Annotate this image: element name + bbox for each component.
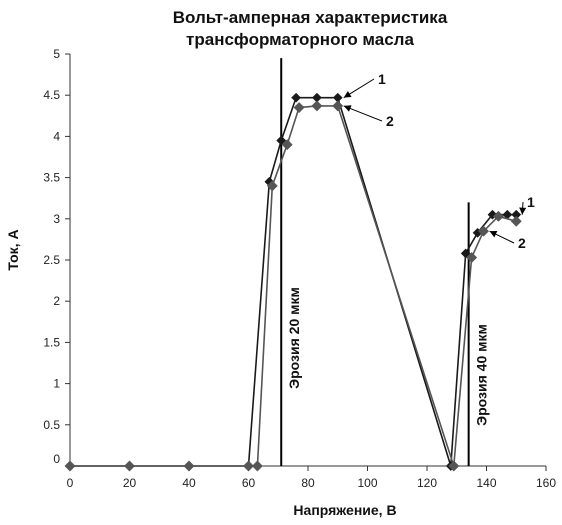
series-2-point xyxy=(332,100,344,112)
y-tick-label: 0.5 xyxy=(43,418,60,432)
chart-title-line-2: трансформаторного масла xyxy=(186,30,414,49)
x-tick-label: 60 xyxy=(242,476,256,490)
x-tick-label: 80 xyxy=(301,476,315,490)
series-2-point xyxy=(477,225,490,237)
x-tick-label: 40 xyxy=(182,476,196,490)
series-2-point xyxy=(466,251,478,264)
x-tick-label: 0 xyxy=(67,476,74,490)
series-2-line xyxy=(70,105,517,467)
series-1-line xyxy=(70,96,517,467)
y-tick-label: 5 xyxy=(53,47,60,61)
series-1-arrowhead xyxy=(519,207,527,215)
series-1-label: 1 xyxy=(527,194,535,210)
x-tick-label: 120 xyxy=(417,476,437,490)
series-2-point xyxy=(251,460,263,472)
series-1-arrowhead xyxy=(343,91,352,98)
y-tick-label: 1.5 xyxy=(43,335,60,349)
erosion-marker-label: Эрозия 40 мкм xyxy=(474,324,490,426)
series-2-point xyxy=(510,215,522,227)
chart-title-line-1: Вольт-амперная характеристика xyxy=(173,8,448,27)
series-2-point xyxy=(183,460,195,472)
y-tick-label: 0 xyxy=(53,452,60,466)
series-2-arrowhead xyxy=(489,231,498,238)
erosion-marker-label: Эрозия 20 мкм xyxy=(286,287,302,389)
series-2-point xyxy=(123,460,136,472)
series-2-point xyxy=(281,139,293,151)
y-axis-title: Ток, А xyxy=(5,229,21,270)
series-2-point xyxy=(311,100,323,112)
series-2-point xyxy=(448,460,460,472)
series-2-point xyxy=(266,180,278,192)
plot-area: 0 0.5 1 1.5 2 2.5 3 3.5 4 4.5 5 0 20 40 60 80 100 120 140 1… xyxy=(43,47,556,490)
x-tick-label: 160 xyxy=(536,476,556,490)
series-2-label: 2 xyxy=(386,113,394,129)
x-tick-label: 100 xyxy=(357,476,377,490)
y-tick-label: 3 xyxy=(53,212,60,226)
y-tick-label: 2 xyxy=(53,294,60,308)
y-tick-label: 1 xyxy=(53,377,60,391)
series-1-point xyxy=(276,135,287,146)
series-2-point xyxy=(242,460,255,472)
series-2-point xyxy=(492,210,504,222)
x-tick-label: 20 xyxy=(123,476,137,490)
y-tick-label: 3.5 xyxy=(43,171,60,185)
series-2-arrowhead xyxy=(343,105,352,112)
y-tick-label: 4.5 xyxy=(43,88,60,102)
y-tick-label: 2.5 xyxy=(43,253,60,267)
series-2-point xyxy=(64,460,76,472)
series-1-point xyxy=(291,92,302,103)
y-tick-label: 4 xyxy=(53,129,60,143)
series-1-point xyxy=(460,248,471,259)
x-axis-title: Напряжение, В xyxy=(293,502,396,518)
series-2-point xyxy=(293,102,305,114)
series-2-label: 2 xyxy=(518,235,526,251)
x-tick-label: 140 xyxy=(476,476,496,490)
series-1-label: 1 xyxy=(378,71,386,87)
